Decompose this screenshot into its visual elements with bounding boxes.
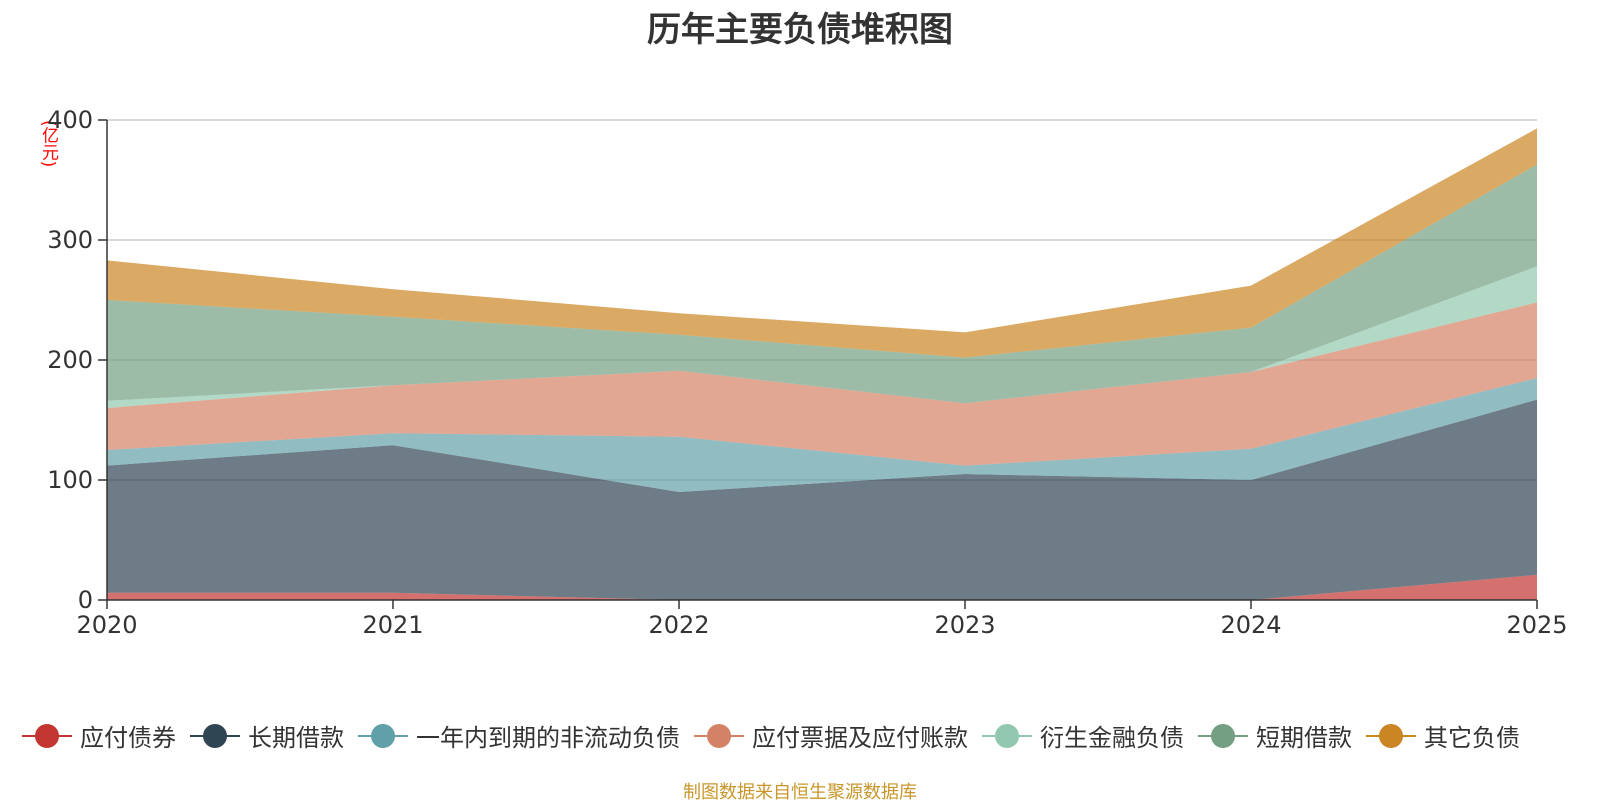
legend-item-5[interactable]: 短期借款 — [1198, 718, 1352, 753]
area-series — [107, 128, 1537, 600]
legend-marker-icon — [1198, 721, 1248, 751]
legend-label: 长期借款 — [248, 724, 344, 752]
x-tick-label-1: 2021 — [362, 611, 423, 639]
data-source-note: 制图数据来自恒生聚源数据库 — [683, 782, 917, 803]
legend-marker-icon — [982, 721, 1032, 751]
legend-item-3[interactable]: 应付票据及应付账款 — [694, 718, 968, 753]
legend-item-2[interactable]: 一年内到期的非流动负债 — [358, 718, 680, 753]
y-tick-label-4: 400 — [47, 106, 93, 134]
y-tick-label-2: 200 — [47, 346, 93, 374]
legend-marker-icon — [22, 721, 72, 751]
area-series-6 — [107, 128, 1537, 358]
x-tick-label-5: 2025 — [1506, 611, 1567, 639]
area-series-1 — [107, 399, 1537, 600]
legend-label: 应付债券 — [80, 724, 176, 752]
legend-label: 一年内到期的非流动负债 — [416, 724, 680, 752]
y-axis-ticks: 0 100 200 300 400 — [47, 106, 107, 614]
area-series-3 — [107, 302, 1537, 466]
stacked-area-chart: 0 100 200 300 400 2020 2021 2022 2023 2024 2025 — [47, 106, 1568, 639]
legend-marker-icon — [358, 721, 408, 751]
area-series-4 — [107, 266, 1537, 408]
legend-label: 其它负债 — [1424, 724, 1520, 752]
x-tick-label-0: 2020 — [76, 611, 137, 639]
legend-label: 应付票据及应付账款 — [752, 724, 968, 752]
legend-label: 衍生金融负债 — [1040, 724, 1184, 752]
area-series-0 — [107, 574, 1537, 600]
y-tick-label-0: 0 — [78, 586, 93, 614]
chart-legend: 应付债券 长期借款 一年内到期的非流动负债 应付票据及应付账款 衍生金融负债 短期借款 其它… — [22, 718, 1534, 753]
y-tick-label-3: 300 — [47, 226, 93, 254]
x-tick-label-2: 2022 — [648, 611, 709, 639]
legend-item-0[interactable]: 应付债券 — [22, 718, 176, 753]
legend-item-6[interactable]: 其它负债 — [1366, 718, 1520, 753]
legend-item-1[interactable]: 长期借款 — [190, 718, 344, 753]
legend-marker-icon — [694, 721, 744, 751]
x-axis-ticks: 2020 2021 2022 2023 2024 2025 — [76, 600, 1568, 639]
x-tick-label-3: 2023 — [934, 611, 995, 639]
legend-marker-icon — [1366, 721, 1416, 751]
legend-marker-icon — [190, 721, 240, 751]
chart-title: 历年主要负债堆积图 — [647, 10, 953, 50]
area-series-5 — [107, 164, 1537, 404]
legend-item-4[interactable]: 衍生金融负债 — [982, 718, 1184, 753]
legend-label: 短期借款 — [1256, 724, 1352, 752]
area-series-2 — [107, 378, 1537, 492]
x-tick-label-4: 2024 — [1220, 611, 1281, 639]
y-tick-label-1: 100 — [47, 466, 93, 494]
y-axis-unit-label: (亿元) — [38, 120, 58, 168]
